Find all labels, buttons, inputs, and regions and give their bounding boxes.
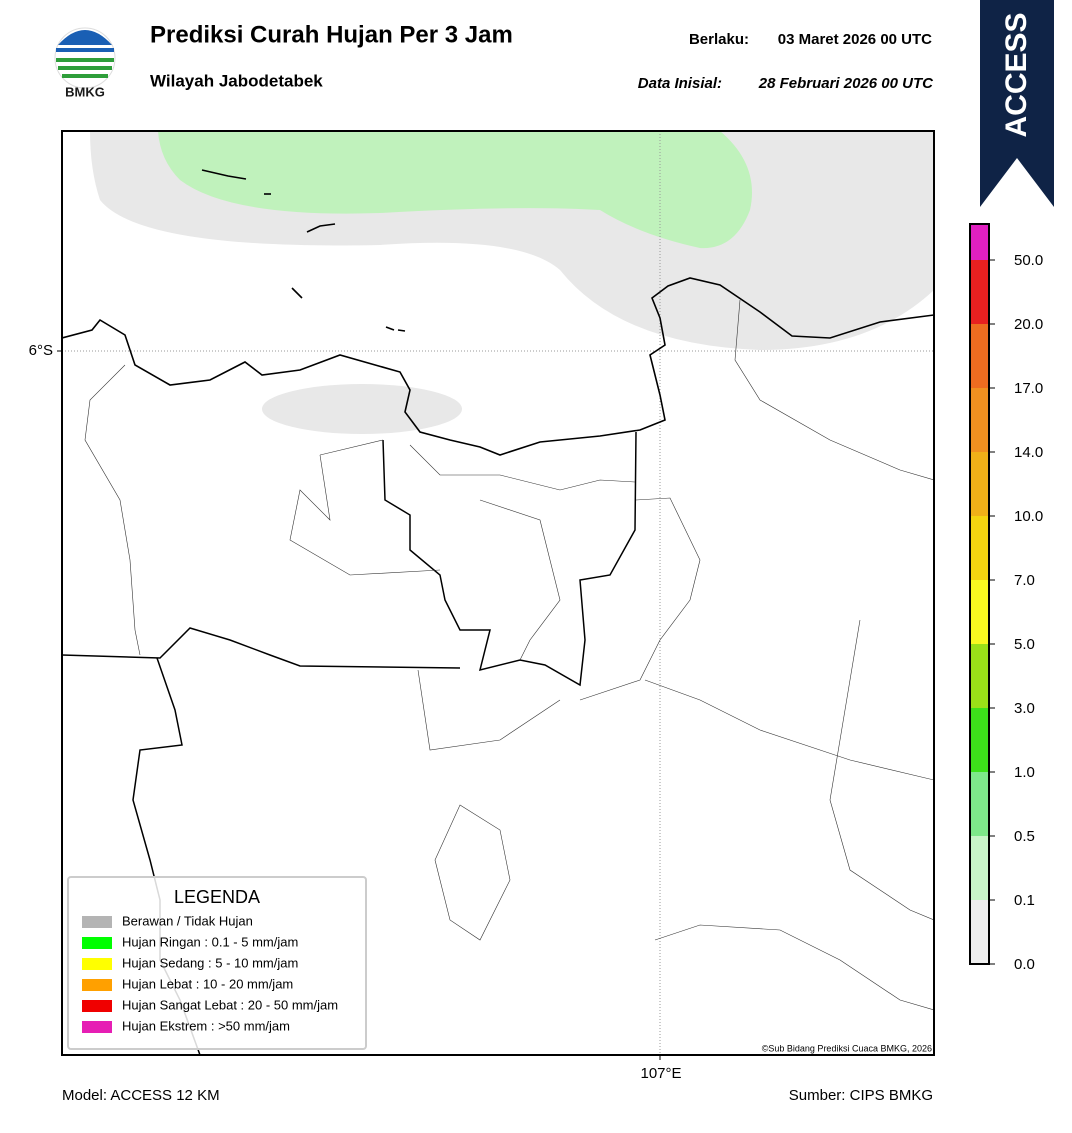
colorbar: 0.0 0.1 0.5 1.0 3.0 5.0 7.0 10.0 14.0 17.0 20.0 50.… — [969, 223, 1043, 973]
colorbar-label: 0.0 — [1014, 956, 1035, 973]
legend-swatch — [82, 916, 112, 928]
colorbar-label: 20.0 — [1014, 316, 1043, 333]
copyright: ©Sub Bidang Prediksi Cuaca BMKG, 2026 — [762, 1043, 932, 1053]
legend-label: Hujan Ekstrem : >50 mm/jam — [122, 1018, 290, 1033]
colorbar-label: 0.5 — [1014, 828, 1035, 845]
legend-swatch — [82, 1000, 112, 1012]
legend-label: Hujan Sedang : 5 - 10 mm/jam — [122, 955, 298, 970]
logo-label: BMKG — [65, 84, 105, 99]
badge — [980, 0, 1054, 207]
colorbar-label: 14.0 — [1014, 444, 1043, 461]
colorbar-label: 5.0 — [1014, 636, 1035, 653]
legend-swatch — [82, 958, 112, 970]
badge-label: ACCESS — [1000, 12, 1033, 137]
legend-swatch — [82, 1021, 112, 1033]
init-date: 28 Februari 2026 00 UTC — [758, 75, 934, 92]
legend-label: Hujan Sangat Lebat : 20 - 50 mm/jam — [122, 997, 338, 1012]
map-frame — [61, 130, 935, 1056]
subtitle: Wilayah Jabodetabek — [150, 71, 323, 90]
valid-date: 03 Maret 2026 00 UTC — [778, 31, 932, 48]
colorbar-label: 3.0 — [1014, 700, 1035, 717]
light-rain-area — [158, 131, 752, 249]
map: LEGENDA Berawan / Tidak Hujan Hujan Ringa… — [62, 131, 934, 1055]
legend-swatch — [82, 979, 112, 991]
district-border — [84, 299, 934, 1011]
legend: LEGENDA Berawan / Tidak Hujan Hujan Ringa… — [67, 876, 367, 1050]
legend-label: Hujan Lebat : 10 - 20 mm/jam — [122, 976, 293, 991]
cloud-area — [262, 384, 462, 434]
legend-label: Hujan Ringan : 0.1 - 5 mm/jam — [122, 934, 298, 949]
legend-title: LEGENDA — [174, 887, 260, 907]
legend-label: Berawan / Tidak Hujan — [122, 913, 253, 928]
colorbar-label: 17.0 — [1014, 380, 1043, 397]
colorbar-label: 1.0 — [1014, 764, 1035, 781]
colorbar-labels: 0.0 0.1 0.5 1.0 3.0 5.0 7.0 10.0 14.0 17.0 20.0 50.… — [989, 252, 1043, 973]
title: Prediksi Curah Hujan Per 3 Jam — [150, 21, 513, 48]
lon-label: 107°E — [640, 1065, 681, 1082]
init-label: Data Inisial: — [638, 75, 722, 92]
valid-label: Berlaku: — [689, 31, 749, 48]
legend-swatch — [82, 937, 112, 949]
colorbar-label: 50.0 — [1014, 252, 1043, 269]
colorbar-label: 0.1 — [1014, 892, 1035, 909]
coastline — [62, 169, 934, 456]
colorbar-label: 10.0 — [1014, 508, 1043, 525]
legend-items: Berawan / Tidak Hujan Hujan Ringan : 0.1 … — [82, 913, 338, 1033]
lat-label: 6°S — [29, 342, 53, 359]
source-label: Sumber: CIPS BMKG — [789, 1087, 933, 1104]
logo: BMKG — [54, 27, 116, 99]
model-label: Model: ACCESS 12 KM — [62, 1087, 220, 1104]
colorbar-label: 7.0 — [1014, 572, 1035, 589]
